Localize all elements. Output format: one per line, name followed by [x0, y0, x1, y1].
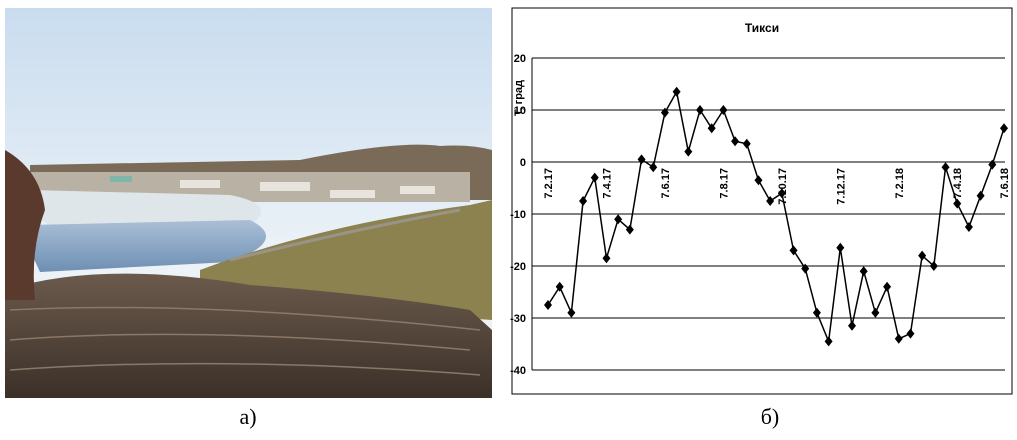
- x-tick-label: 7.8.17: [718, 168, 730, 199]
- x-tick-label: 7.12.17: [835, 168, 847, 205]
- y-tick-label: -40: [510, 365, 526, 377]
- y-tick-label: 10: [514, 105, 526, 117]
- x-tick-label: 7.6.17: [660, 168, 672, 199]
- x-tick-label: 7.2.17: [543, 168, 555, 199]
- chart-title: Тикси: [745, 21, 779, 35]
- y-tick-label: -10: [510, 209, 526, 221]
- caption: б): [761, 404, 780, 429]
- x-tick-label: 7.6.18: [999, 168, 1011, 199]
- caption: а): [239, 404, 256, 429]
- figure: а) б) Тикси T, град -40-30-20-10010207.2…: [0, 0, 1017, 435]
- x-tick-label: 7.4.17: [601, 168, 613, 199]
- y-tick-label: -20: [510, 261, 526, 273]
- y-tick-label: 20: [514, 53, 526, 65]
- photo: [5, 8, 492, 398]
- y-tick-label: 0: [520, 157, 526, 169]
- x-tick-label: 7.2.18: [894, 168, 906, 199]
- y-tick-label: -30: [510, 313, 526, 325]
